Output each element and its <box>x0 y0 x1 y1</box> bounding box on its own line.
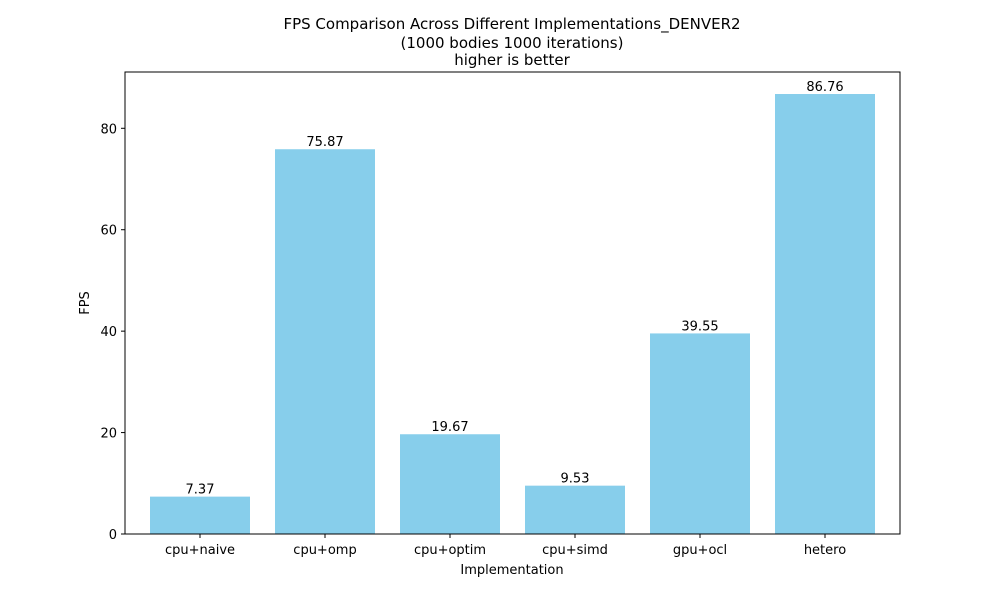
y-tick-label: 40 <box>100 325 117 340</box>
bar-gpu-ocl <box>650 333 750 534</box>
bar-value-labels-group: 7.37 75.87 19.67 9.53 39.55 86.76 <box>186 80 844 498</box>
bar-value-label: 75.87 <box>306 135 343 150</box>
chart-subtitle-line-1: (1000 bodies 1000 iterations) <box>401 34 624 52</box>
y-axis-ticks-group: 0 20 40 60 80 <box>100 122 125 543</box>
bar-value-label: 19.67 <box>431 420 468 435</box>
x-tick-label: cpu+simd <box>542 543 608 558</box>
x-axis-label: Implementation <box>460 563 563 578</box>
x-tick-label: cpu+naive <box>165 543 235 558</box>
bars-group <box>150 94 875 535</box>
bar-cpu-simd <box>525 485 625 534</box>
plot-frame <box>124 71 901 535</box>
y-tick-label: 20 <box>100 427 117 442</box>
bar-value-label: 9.53 <box>561 472 590 487</box>
bar-value-label: 7.37 <box>186 483 215 498</box>
x-tick-label: cpu+optim <box>414 543 486 558</box>
chart-subtitle-line-2: higher is better <box>454 51 570 69</box>
x-tick-label: cpu+omp <box>293 543 356 558</box>
y-tick-label: 60 <box>100 224 117 239</box>
x-tick-label: gpu+ocl <box>673 543 727 558</box>
x-axis-ticks-group: cpu+naive cpu+omp cpu+optim cpu+simd gpu+ocl… <box>165 534 846 558</box>
x-tick-label: hetero <box>804 543 846 558</box>
y-tick-label: 0 <box>109 528 117 543</box>
bar-hetero <box>775 94 875 535</box>
bar-cpu-naive <box>150 496 250 534</box>
y-axis-label: FPS <box>78 291 93 315</box>
bar-value-label: 86.76 <box>806 80 843 95</box>
bar-cpu-omp <box>275 149 375 534</box>
bar-cpu-optim <box>400 434 500 534</box>
y-tick-label: 80 <box>100 122 117 137</box>
bar-value-label: 39.55 <box>681 319 718 334</box>
chart-title: FPS Comparison Across Different Implemen… <box>283 15 740 34</box>
